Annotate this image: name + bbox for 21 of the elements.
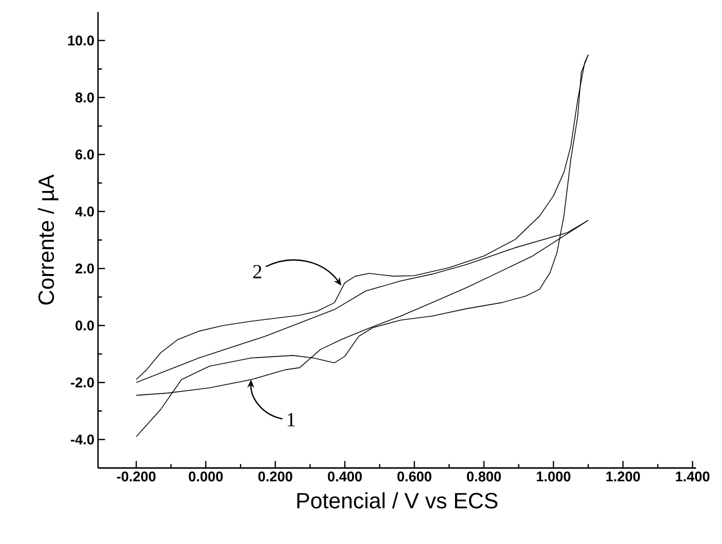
y-tick-label: -2.0 — [70, 378, 94, 388]
y-axis-title: Corrente / µA — [38, 174, 58, 305]
x-tick-label: 0.400 — [328, 472, 362, 482]
x-tick-label: 1.400 — [676, 472, 710, 482]
x-tick-label: -0.200 — [116, 472, 156, 482]
y-tick-label: 8.0 — [75, 92, 94, 102]
x-axis-title: Potencial / V vs ECS — [297, 492, 498, 508]
annotation: 1 — [288, 413, 295, 426]
y-tick-label: 2.0 — [75, 264, 94, 274]
y-tick-label: 4.0 — [75, 206, 94, 216]
y-tick-label: -4.0 — [70, 434, 94, 444]
x-tick-label: 1.000 — [536, 472, 570, 482]
annotation: 2 — [253, 264, 262, 278]
y-tick-label: 10.0 — [68, 36, 94, 46]
x-tick-label: 1.200 — [606, 472, 640, 482]
x-tick-label: 0.200 — [258, 472, 292, 482]
y-tick-label: 6.0 — [76, 150, 94, 160]
x-tick-label: 0.600 — [397, 472, 432, 482]
x-tick-label: 0.000 — [188, 472, 223, 482]
y-tick-label: 0.0 — [76, 320, 94, 330]
x-tick-label: 0.800 — [466, 472, 501, 482]
